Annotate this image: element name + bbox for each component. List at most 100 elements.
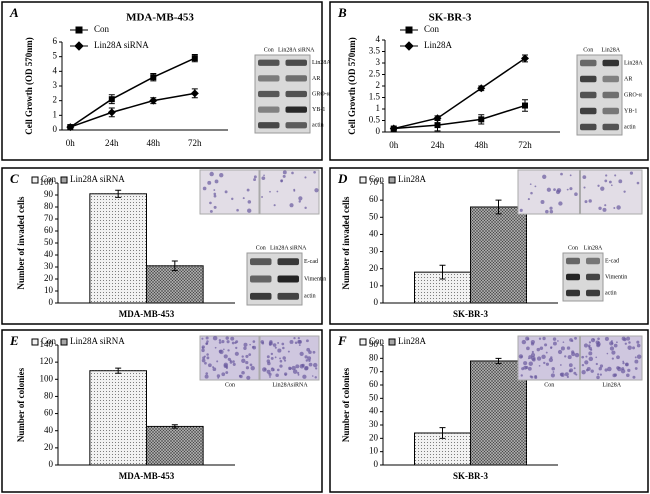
cell [302,374,307,379]
cell [279,357,281,360]
cell [269,375,271,378]
cell [581,363,585,367]
cell [242,197,245,200]
blot-row-label: Vimentin [304,276,326,282]
cell [206,342,208,345]
y-tick-label: 0 [376,126,381,136]
cell [223,348,225,351]
cell [611,350,616,355]
blot-row-label: YB-1 [624,108,637,114]
y-tick-label: 3.5 [369,46,381,56]
y-tick-label: 0 [374,297,379,307]
cell [588,341,592,344]
cell [562,341,565,344]
blot-band [580,107,597,115]
blot-row-label: actin [624,124,636,130]
cell [298,344,301,346]
blot-row-label: Vimentin [605,274,627,280]
cell [574,336,577,340]
blot-row-label: GRO-α [624,92,643,98]
bar-texture [89,370,147,465]
cell [569,174,572,177]
cell [289,367,292,370]
blot-lane-label: Lin28A siRNA [270,245,307,251]
legend-swatch [60,176,68,184]
y-tick-label: 20 [44,273,54,283]
cell [241,370,245,375]
cell [213,194,217,198]
cell [568,363,573,368]
cell [291,171,294,175]
cell [214,179,219,184]
cell [218,341,222,344]
y-tick-label: 40 [44,425,54,435]
blot-lane-label: Con [264,47,274,53]
cell [275,373,279,377]
legend-swatch [60,338,68,346]
y-tick-label: 140 [40,339,54,349]
cell [231,197,234,201]
cell [274,356,277,359]
cell [549,206,553,210]
cell [566,346,571,350]
cell [590,337,596,343]
micrograph [580,169,643,215]
cell [613,343,618,348]
blot-band [602,59,619,67]
panel-label: B [337,5,347,20]
cell [213,189,216,191]
cell [588,356,594,362]
cell [611,357,614,360]
cell [595,362,598,366]
y-tick-label: 0.5 [369,115,381,125]
series-line [393,104,526,130]
marker [434,122,441,129]
bar-texture [146,265,204,303]
panel-frame [1,329,323,493]
blot-band [258,122,280,129]
blot-band [580,91,597,99]
cell [573,371,577,375]
cell [206,353,209,356]
marker [66,123,75,132]
y-tick-label: 60 [369,194,379,204]
cell [530,342,535,346]
cell [545,209,549,214]
x-tick-label: 0h [66,138,76,148]
cell [592,338,595,341]
panel-label: C [10,171,19,186]
marker [433,114,442,123]
cell [634,367,638,370]
blot-band [566,273,580,281]
cell [308,362,313,367]
cell [241,355,244,358]
cell [241,358,246,363]
cell [245,366,250,370]
cell [528,361,533,366]
legend-swatch [359,176,367,184]
legend-swatch [388,176,396,184]
y-tick-label: 50 [369,392,379,402]
cell [542,174,547,179]
cell [530,191,533,195]
chart-title: SK-BR-3 [429,12,472,24]
cell [609,346,615,351]
cell [219,349,224,355]
cell [596,342,601,347]
blot-row-label: GRO-α [312,91,331,97]
marker [149,96,158,105]
cell [627,368,631,373]
cell [212,366,215,369]
cell [611,342,614,345]
cell [550,373,555,378]
cell [530,375,534,379]
legend-swatch [388,338,396,346]
y-tick-label: 20 [369,263,379,273]
marker [107,108,116,117]
cell [610,340,613,343]
cell [621,367,625,371]
cell [612,373,617,378]
cell [573,367,576,370]
series-line [69,57,196,128]
panel-frame [329,329,649,493]
